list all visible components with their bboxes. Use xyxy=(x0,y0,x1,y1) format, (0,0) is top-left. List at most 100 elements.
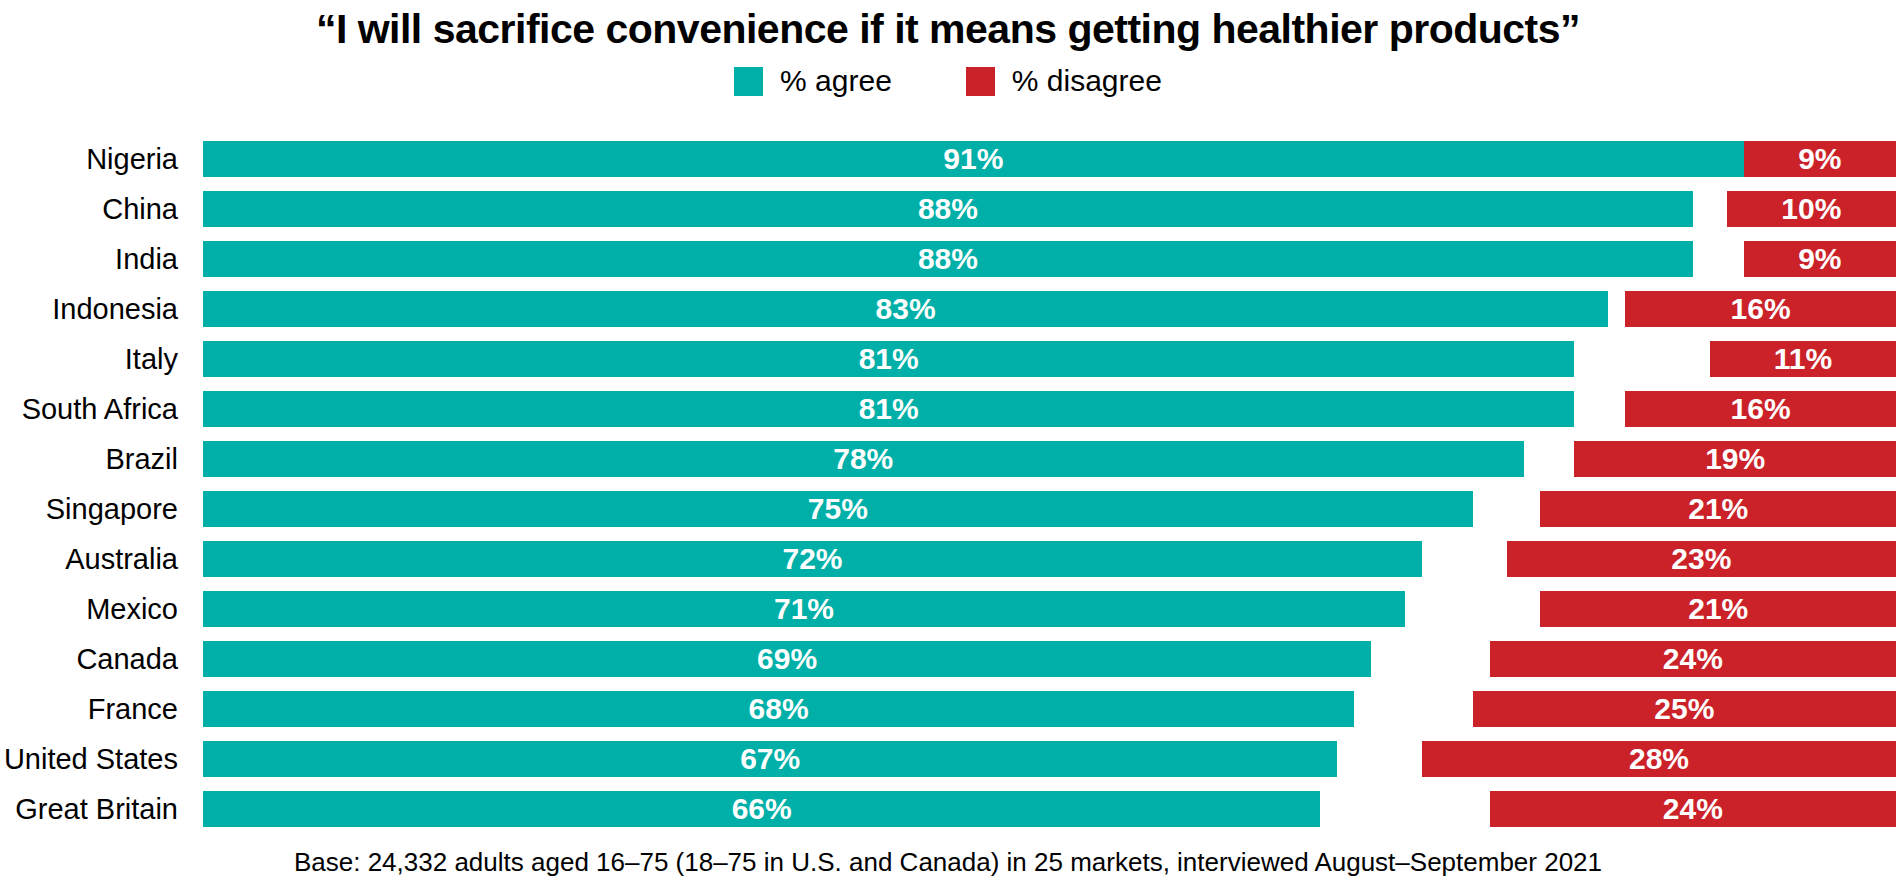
disagree-value-label: 9% xyxy=(1798,142,1841,176)
agree-value-label: 71% xyxy=(774,592,834,626)
chart-legend: % agree % disagree xyxy=(0,62,1896,100)
country-label: India xyxy=(0,243,203,276)
bar-track: 83% 16% xyxy=(203,291,1896,327)
country-label: Singapore xyxy=(0,493,203,526)
agree-bar: 69% xyxy=(203,641,1371,677)
disagree-bar: 23% xyxy=(1507,541,1896,577)
bar-track: 91% 9% xyxy=(203,141,1896,177)
disagree-bar: 25% xyxy=(1473,691,1896,727)
agree-value-label: 78% xyxy=(833,442,893,476)
disagree-bar: 16% xyxy=(1625,391,1896,427)
disagree-value-label: 16% xyxy=(1731,392,1791,426)
country-row: France 68% 25% xyxy=(0,684,1896,734)
agree-value-label: 69% xyxy=(757,642,817,676)
agree-value-label: 83% xyxy=(876,292,936,326)
agree-bar: 83% xyxy=(203,291,1608,327)
bar-track: 88% 9% xyxy=(203,241,1896,277)
agree-bar: 88% xyxy=(203,241,1693,277)
country-row: United States 67% 28% xyxy=(0,734,1896,784)
agree-bar: 88% xyxy=(203,191,1693,227)
agree-value-label: 72% xyxy=(782,542,842,576)
agree-value-label: 88% xyxy=(918,192,978,226)
country-row: India 88% 9% xyxy=(0,234,1896,284)
country-row: Great Britain 66% 24% xyxy=(0,784,1896,834)
disagree-bar: 24% xyxy=(1490,641,1896,677)
disagree-color-swatch xyxy=(966,67,995,96)
country-row: China 88% 10% xyxy=(0,184,1896,234)
country-label: Mexico xyxy=(0,593,203,626)
disagree-value-label: 16% xyxy=(1731,292,1791,326)
agree-bar: 72% xyxy=(203,541,1422,577)
disagree-value-label: 19% xyxy=(1705,442,1765,476)
bar-track: 71% 21% xyxy=(203,591,1896,627)
agree-bar: 67% xyxy=(203,741,1337,777)
agree-value-label: 68% xyxy=(749,692,809,726)
country-row: Nigeria 91% 9% xyxy=(0,134,1896,184)
country-label: Nigeria xyxy=(0,143,203,176)
country-label: South Africa xyxy=(0,393,203,426)
legend-item-disagree: % disagree xyxy=(966,64,1162,98)
agree-value-label: 81% xyxy=(859,392,919,426)
survey-bar-chart: “I will sacrifice convenience if it mean… xyxy=(0,5,1896,888)
country-row: Australia 72% 23% xyxy=(0,534,1896,584)
disagree-bar: 21% xyxy=(1540,591,1896,627)
disagree-bar: 9% xyxy=(1744,141,1896,177)
chart-title: “I will sacrifice convenience if it mean… xyxy=(0,5,1896,54)
disagree-value-label: 9% xyxy=(1798,242,1841,276)
agree-value-label: 67% xyxy=(740,742,800,776)
disagree-bar: 10% xyxy=(1727,191,1896,227)
agree-bar: 78% xyxy=(203,441,1524,477)
country-row: Brazil 78% 19% xyxy=(0,434,1896,484)
legend-item-agree: % agree xyxy=(734,64,892,98)
country-row: South Africa 81% 16% xyxy=(0,384,1896,434)
bar-track: 81% 11% xyxy=(203,341,1896,377)
country-row: Mexico 71% 21% xyxy=(0,584,1896,634)
bar-track: 67% 28% xyxy=(203,741,1896,777)
country-label: Italy xyxy=(0,343,203,376)
country-row: Indonesia 83% 16% xyxy=(0,284,1896,334)
agree-bar: 66% xyxy=(203,791,1320,827)
base-note: Base: 24,332 adults aged 16–75 (18–75 in… xyxy=(0,847,1896,878)
disagree-value-label: 28% xyxy=(1629,742,1689,776)
disagree-value-label: 24% xyxy=(1663,642,1723,676)
disagree-bar: 9% xyxy=(1744,241,1896,277)
agree-value-label: 75% xyxy=(808,492,868,526)
bar-track: 78% 19% xyxy=(203,441,1896,477)
country-label: France xyxy=(0,693,203,726)
agree-bar: 75% xyxy=(203,491,1473,527)
disagree-value-label: 23% xyxy=(1671,542,1731,576)
legend-agree-label: % agree xyxy=(780,64,892,98)
agree-bar: 71% xyxy=(203,591,1405,627)
bar-track: 75% 21% xyxy=(203,491,1896,527)
country-label: Great Britain xyxy=(0,793,203,826)
agree-value-label: 66% xyxy=(732,792,792,826)
disagree-value-label: 21% xyxy=(1688,592,1748,626)
country-row: Singapore 75% 21% xyxy=(0,484,1896,534)
bar-track: 68% 25% xyxy=(203,691,1896,727)
bar-rows: Nigeria 91% 9% China 88% 10% India 88% xyxy=(0,134,1896,834)
disagree-value-label: 10% xyxy=(1781,192,1841,226)
bar-track: 72% 23% xyxy=(203,541,1896,577)
agree-bar: 91% xyxy=(203,141,1744,177)
disagree-bar: 11% xyxy=(1710,341,1896,377)
disagree-value-label: 25% xyxy=(1654,692,1714,726)
disagree-value-label: 21% xyxy=(1688,492,1748,526)
disagree-bar: 24% xyxy=(1490,791,1896,827)
country-label: Australia xyxy=(0,543,203,576)
legend-disagree-label: % disagree xyxy=(1012,64,1162,98)
disagree-bar: 16% xyxy=(1625,291,1896,327)
disagree-value-label: 24% xyxy=(1663,792,1723,826)
bar-track: 81% 16% xyxy=(203,391,1896,427)
bar-track: 88% 10% xyxy=(203,191,1896,227)
bar-track: 69% 24% xyxy=(203,641,1896,677)
country-row: Italy 81% 11% xyxy=(0,334,1896,384)
country-label: China xyxy=(0,193,203,226)
country-label: United States xyxy=(0,743,203,776)
agree-value-label: 91% xyxy=(943,142,1003,176)
disagree-bar: 28% xyxy=(1422,741,1896,777)
disagree-value-label: 11% xyxy=(1774,342,1832,376)
agree-bar: 81% xyxy=(203,341,1574,377)
agree-bar: 81% xyxy=(203,391,1574,427)
agree-value-label: 81% xyxy=(859,342,919,376)
country-label: Indonesia xyxy=(0,293,203,326)
